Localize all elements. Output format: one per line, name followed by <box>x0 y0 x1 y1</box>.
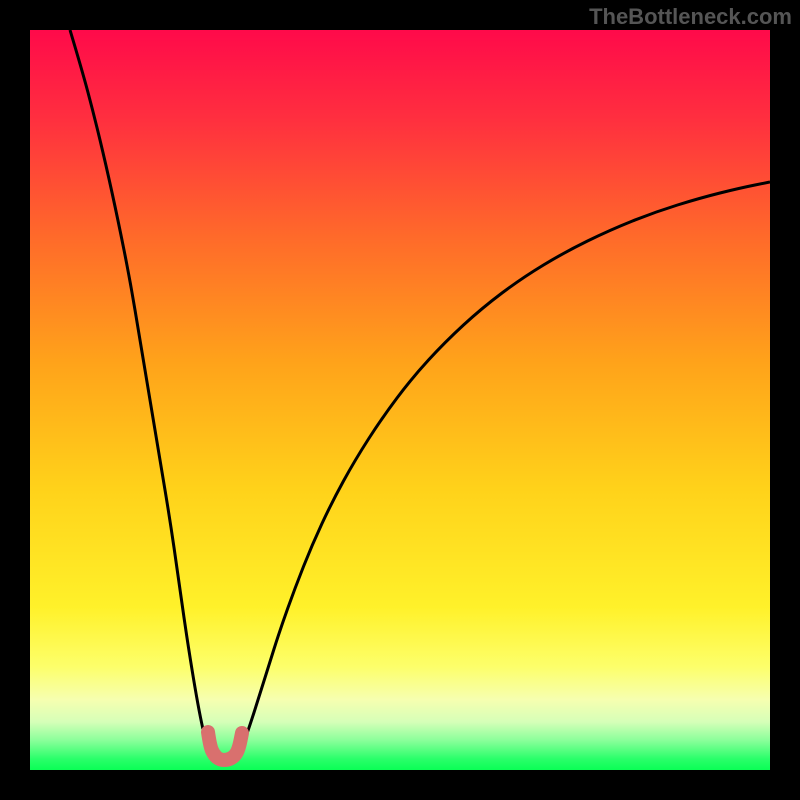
plot-area <box>30 30 770 770</box>
watermark-text: TheBottleneck.com <box>589 4 792 30</box>
curves-layer <box>30 30 770 770</box>
figure-root: TheBottleneck.com <box>0 0 800 800</box>
curve-right-branch <box>240 182 770 752</box>
curve-left-branch <box>70 30 210 752</box>
valley-marker <box>208 732 242 760</box>
